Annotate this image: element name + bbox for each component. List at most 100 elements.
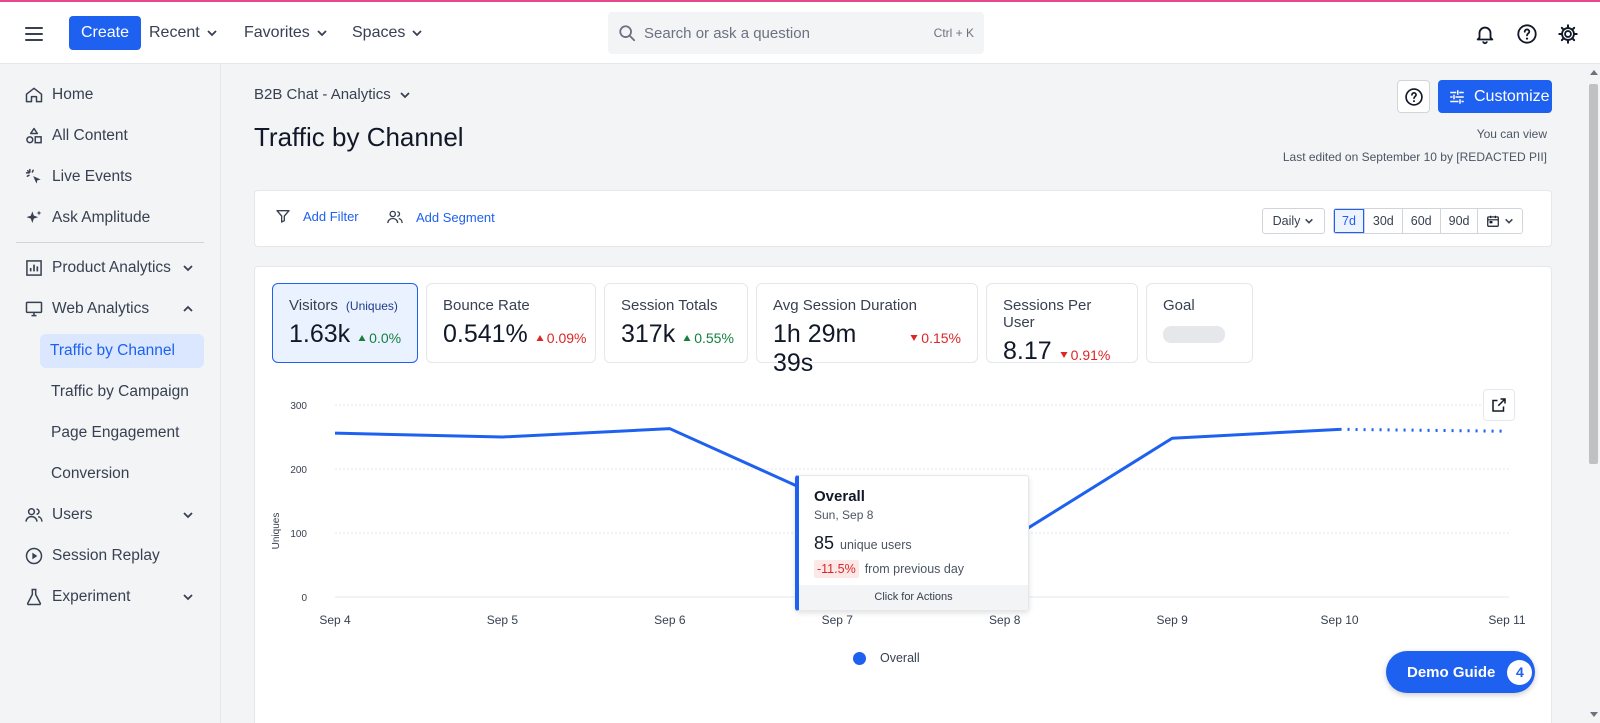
sidebar-item-session-replay[interactable]: Session Replay	[16, 539, 204, 573]
metric-session-totals[interactable]: Session Totals 317k 0.55%	[604, 283, 748, 363]
metric-goal[interactable]: Goal	[1146, 283, 1253, 363]
expand-chart-button[interactable]	[1483, 389, 1515, 421]
home-icon	[25, 87, 43, 103]
sidebar-item-home[interactable]: Home	[16, 78, 204, 112]
sidebar-divider	[16, 242, 204, 243]
sidebar-item-product-analytics[interactable]: Product Analytics	[16, 251, 204, 285]
sidebar-item-experiment[interactable]: Experiment	[16, 580, 204, 614]
bell-icon[interactable]	[1474, 23, 1496, 45]
sidebar-item-label: Home	[52, 86, 94, 103]
play-circle-icon	[25, 547, 43, 565]
interval-select[interactable]: Daily	[1262, 208, 1325, 234]
scroll-down-arrow[interactable]	[1590, 712, 1598, 717]
customize-button[interactable]: Customize	[1438, 80, 1552, 113]
tooltip-action[interactable]: Click for Actions	[799, 585, 1028, 610]
demo-guide-button[interactable]: Demo Guide 4	[1386, 651, 1535, 693]
global-search[interactable]: Ctrl + K	[608, 12, 984, 54]
monitor-icon	[25, 301, 43, 317]
users-icon	[25, 508, 43, 522]
gear-icon[interactable]	[1557, 23, 1579, 45]
sidebar-item-label: Live Events	[52, 168, 133, 185]
sidebar-item-label: All Content	[52, 127, 128, 144]
create-button[interactable]: Create	[69, 16, 142, 50]
metric-name: Visitors	[289, 297, 338, 314]
tooltip-date: Sun, Sep 8	[814, 508, 874, 522]
range-7d-button[interactable]: 7d	[1334, 209, 1364, 233]
sidebar-item-all-content[interactable]: All Content	[16, 119, 204, 153]
tooltip-value: 85	[814, 533, 835, 553]
chevron-down-icon	[183, 512, 193, 519]
sparkle-icon	[26, 210, 42, 223]
y-tick-label: 100	[290, 529, 307, 540]
metric-delta-value: 0.15%	[921, 330, 961, 346]
recent-dropdown[interactable]: Recent	[149, 16, 218, 50]
chart-tooltip[interactable]: Overall Sun, Sep 8 85 unique users -11.5%…	[795, 475, 1029, 611]
metric-bounce-rate[interactable]: Bounce Rate 0.541% 0.09%	[426, 283, 596, 363]
scrollbar-thumb[interactable]	[1589, 84, 1598, 464]
chevron-down-icon	[1305, 218, 1314, 224]
range-90d-button[interactable]: 90d	[1439, 209, 1478, 233]
calendar-icon	[1487, 215, 1500, 227]
sidebar-item-label: Conversion	[51, 465, 130, 482]
sidebar-item-label: Session Replay	[52, 547, 160, 564]
y-tick-label: 300	[290, 401, 307, 412]
x-tick-label: Sep 8	[989, 613, 1021, 627]
triangle-up-icon	[358, 335, 366, 341]
x-tick-label: Sep 4	[319, 613, 351, 627]
chevron-down-icon	[317, 30, 327, 37]
sidebar-item-label: Traffic by Campaign	[51, 383, 189, 400]
dashboard-help-button[interactable]	[1397, 80, 1430, 113]
sidebar-item-live-events[interactable]: Live Events	[16, 160, 204, 194]
search-input[interactable]	[644, 24, 926, 42]
metric-visitors[interactable]: Visitors (Uniques) 1.63k 0.0%	[272, 283, 418, 363]
sidebar-item-label: Page Engagement	[51, 424, 180, 441]
metric-value: 1h 29m 39s	[773, 320, 857, 377]
favorites-dropdown[interactable]: Favorites	[244, 16, 328, 50]
bar-chart-icon	[26, 260, 42, 276]
chevron-down-icon	[183, 265, 193, 272]
demo-guide-label: Demo Guide	[1407, 663, 1496, 681]
chevron-down-icon	[400, 91, 410, 98]
metric-value: 317k	[621, 320, 676, 348]
triangle-up-icon	[683, 335, 691, 341]
range-60d-button[interactable]: 60d	[1401, 209, 1440, 233]
sidebar-item-web-analytics[interactable]: Web Analytics	[16, 292, 204, 326]
sidebar: Home All Content Live Events Ask Amplitu…	[0, 64, 221, 723]
main-content: B2B Chat - Analytics Traffic by Channel …	[221, 64, 1587, 723]
sidebar-item-users[interactable]: Users	[16, 498, 204, 532]
sidebar-item-traffic-by-campaign[interactable]: Traffic by Campaign	[16, 375, 204, 409]
metric-delta-value: 0.0%	[369, 330, 402, 346]
scroll-up-arrow[interactable]	[1590, 70, 1598, 75]
spaces-dropdown[interactable]: Spaces	[352, 16, 423, 50]
breadcrumb[interactable]: B2B Chat - Analytics	[254, 86, 411, 103]
triangle-down-icon	[910, 335, 918, 341]
metric-name: Avg Session Duration	[773, 297, 917, 314]
date-picker-button[interactable]	[1477, 209, 1522, 233]
page-scrollbar[interactable]	[1587, 64, 1600, 723]
sidebar-item-page-engagement[interactable]: Page Engagement	[16, 416, 204, 450]
sliders-icon	[1450, 89, 1464, 104]
range-30d-button[interactable]: 30d	[1363, 209, 1402, 233]
metric-delta: 0.0%	[358, 330, 401, 346]
metric-qualifier: (Uniques)	[345, 299, 398, 313]
chart-card: Visitors (Uniques) 1.63k 0.0% Bounce Rate…	[254, 266, 1552, 723]
sidebar-item-ask-amplitude[interactable]: Ask Amplitude	[16, 201, 204, 235]
x-tick-label: Sep 10	[1321, 613, 1359, 627]
metric-name: Session Totals	[621, 297, 718, 314]
help-icon[interactable]	[1516, 23, 1538, 45]
metric-avg-session-duration[interactable]: Avg Session Duration 1h 29m 39s 0.15%	[756, 283, 978, 377]
help-icon	[1404, 87, 1423, 106]
search-icon	[619, 25, 636, 42]
chevron-down-icon	[207, 30, 217, 37]
hamburger-menu-icon[interactable]	[22, 22, 46, 46]
sidebar-item-conversion[interactable]: Conversion	[16, 457, 204, 491]
sidebar-item-traffic-by-channel[interactable]: Traffic by Channel	[40, 334, 204, 368]
add-segment-button[interactable]: Add Segment	[386, 208, 495, 226]
metric-sessions-per-user[interactable]: Sessions Per User 8.17 0.91%	[986, 283, 1138, 365]
metric-name: Bounce Rate	[443, 297, 530, 314]
sidebar-item-label: Users	[52, 506, 93, 523]
add-filter-button[interactable]: Add Filter	[275, 208, 359, 224]
demo-guide-count: 4	[1507, 659, 1533, 685]
last-edited-note: Last edited on September 10 by [REDACTED…	[1282, 150, 1547, 164]
chart-legend[interactable]: Overall	[853, 651, 920, 665]
